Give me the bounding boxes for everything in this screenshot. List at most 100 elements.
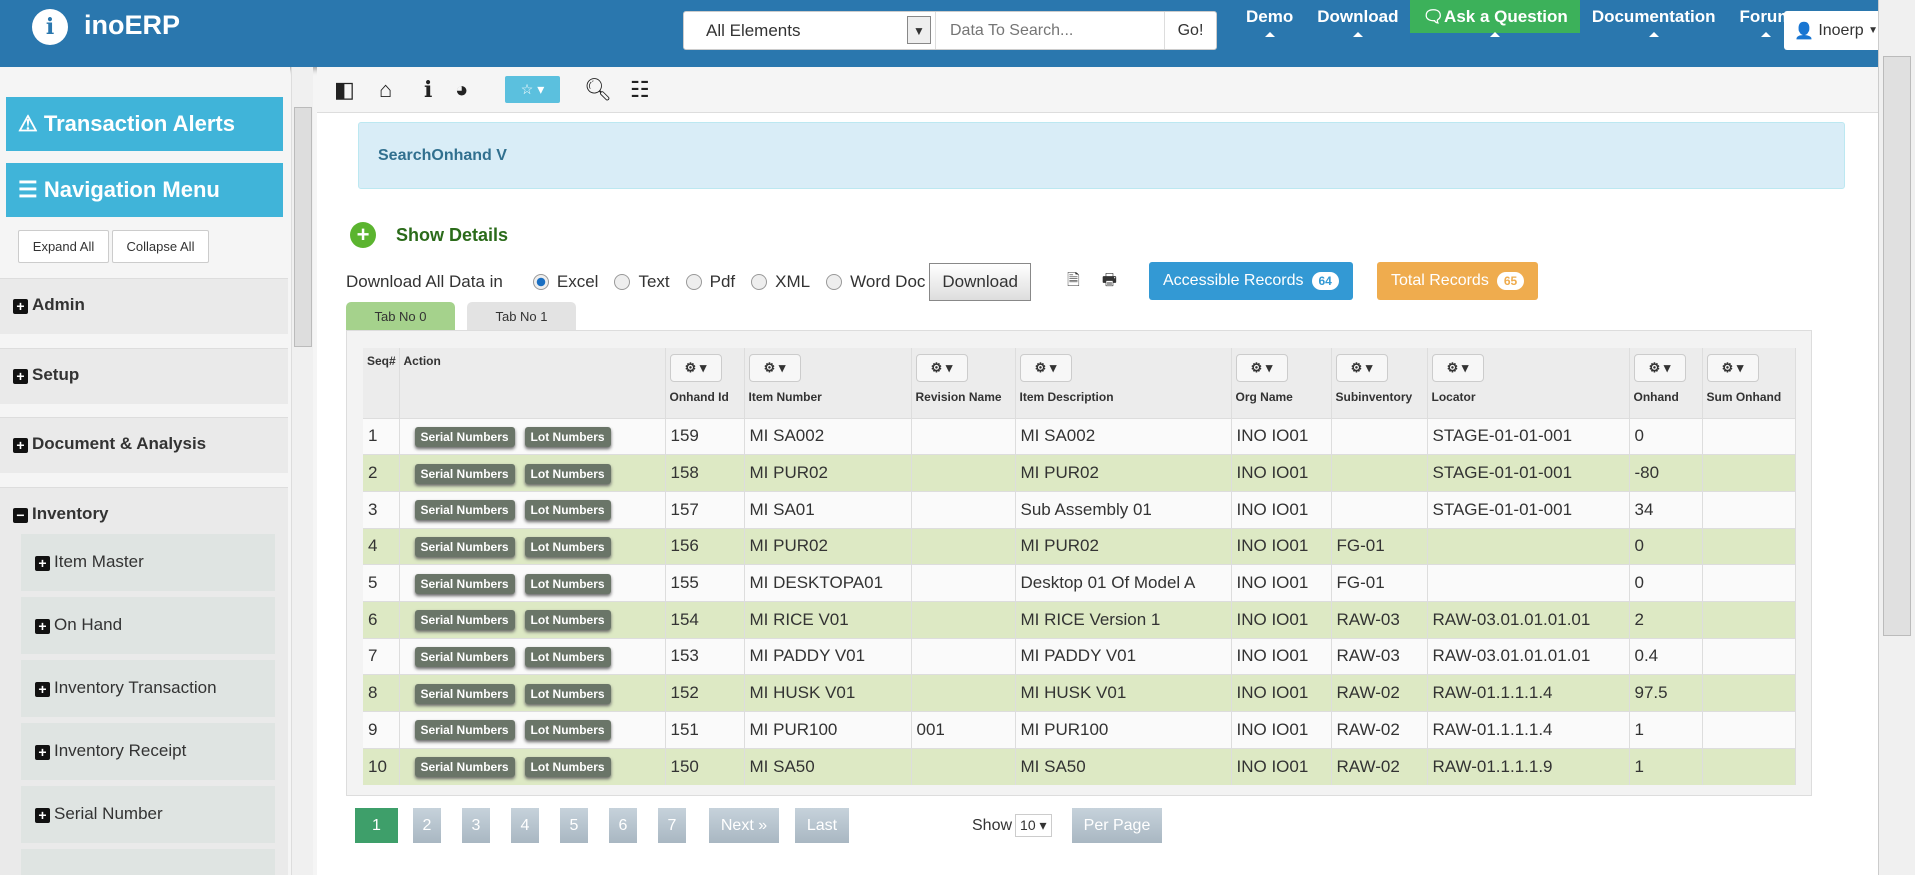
logo-icon[interactable]: i — [32, 9, 68, 45]
collapse-sidebar-icon[interactable]: ◧ — [334, 77, 355, 102]
page-2-button[interactable]: 2 — [413, 808, 441, 843]
print-icon[interactable]: 🖶 — [1101, 271, 1117, 289]
export-excel-icon[interactable]: 🗎 — [1067, 271, 1080, 289]
page-5-button[interactable]: 5 — [560, 808, 588, 843]
radio-xml[interactable] — [751, 274, 768, 290]
radio-text[interactable] — [614, 274, 631, 290]
lot-numbers-button[interactable]: Lot Numbers — [524, 646, 611, 667]
sidebar-item-inventory-receipt[interactable]: + Inventory Receipt — [21, 723, 275, 780]
next-page-button[interactable]: Next » — [709, 808, 779, 843]
favorites-dropdown[interactable]: ☆ ▾ — [505, 76, 560, 103]
collapse-all-button[interactable]: Collapse All — [112, 230, 209, 263]
lot-numbers-button[interactable]: Lot Numbers — [524, 610, 611, 631]
download-button[interactable]: Download — [929, 263, 1032, 301]
radio-excel[interactable] — [532, 274, 549, 290]
page-6-button[interactable]: 6 — [609, 808, 637, 843]
search-icon[interactable]: 🔍︎ — [584, 77, 612, 102]
serial-numbers-button[interactable]: Serial Numbers — [414, 463, 515, 484]
sidebar-scrollbar[interactable] — [291, 67, 313, 875]
expand-all-button[interactable]: Expand All — [18, 230, 109, 263]
lot-numbers-button[interactable]: Lot Numbers — [524, 463, 611, 484]
sidebar-item-inventory-transaction[interactable]: + Inventory Transaction — [21, 660, 275, 717]
tab-no-0[interactable]: Tab No 0 — [346, 302, 455, 330]
table-row[interactable]: 5 Serial Numbers Lot Numbers 155 MI DESKTOPA… — [363, 564, 1796, 602]
serial-numbers-button[interactable]: Serial Numbers — [414, 757, 515, 778]
table-row[interactable]: 3 Serial Numbers Lot Numbers 157 MI SA01 Sub … — [363, 490, 1796, 529]
radio-pdf[interactable] — [685, 274, 702, 290]
sidebar-item-clipped[interactable] — [21, 849, 275, 875]
chevron-down-icon[interactable]: ▼ — [907, 16, 931, 44]
home-icon[interactable]: ⌂ — [379, 77, 393, 102]
sidebar-item-serial-number[interactable]: + Serial Number — [21, 786, 275, 843]
lot-numbers-button[interactable]: Lot Numbers — [524, 720, 611, 741]
lot-numbers-button[interactable]: Lot Numbers — [524, 500, 611, 521]
sidebar-section-admin[interactable]: + Admin — [0, 278, 288, 334]
column-settings-icon[interactable]: ⚙ ▾ — [1706, 354, 1759, 382]
nav-download[interactable]: Download — [1305, 0, 1410, 37]
nav-ask-question[interactable]: 🗨Ask a Question — [1410, 0, 1580, 37]
sidebar-section-document-analysis[interactable]: + Document & Analysis — [0, 417, 288, 473]
scrollbar-thumb[interactable] — [1883, 56, 1911, 636]
info-icon[interactable]: i — [424, 77, 433, 103]
column-settings-icon[interactable]: ⚙ ▾ — [1633, 354, 1686, 382]
tab-no-1[interactable]: Tab No 1 — [467, 302, 576, 330]
lot-numbers-button[interactable]: Lot Numbers — [524, 757, 611, 778]
scrollbar-thumb[interactable] — [294, 107, 312, 347]
serial-numbers-button[interactable]: Serial Numbers — [414, 646, 515, 667]
lot-numbers-button[interactable]: Lot Numbers — [524, 683, 611, 704]
sidebar-item-item-master[interactable]: + Item Master — [21, 534, 275, 591]
dashboard-icon[interactable]: ◕ — [455, 77, 469, 102]
column-settings-icon[interactable]: ⚙ ▾ — [1431, 354, 1484, 382]
serial-numbers-button[interactable]: Serial Numbers — [414, 610, 515, 631]
column-settings-icon[interactable]: ⚙ ▾ — [748, 354, 801, 382]
page-3-button[interactable]: 3 — [462, 808, 490, 843]
search-input[interactable] — [936, 12, 1164, 49]
per-page-select[interactable]: 10 ▾ — [1015, 814, 1052, 837]
total-records-badge[interactable]: Total Records 65 — [1377, 262, 1539, 300]
last-page-button[interactable]: Last — [795, 808, 849, 843]
lot-numbers-button[interactable]: Lot Numbers — [524, 536, 611, 557]
list-icon[interactable]: ☷ — [630, 77, 650, 102]
table-row[interactable]: 2 Serial Numbers Lot Numbers 158 MI PUR02 MI … — [363, 454, 1796, 492]
page-7-button[interactable]: 7 — [658, 808, 686, 843]
page-4-button[interactable]: 4 — [511, 808, 539, 843]
table-row[interactable]: 8 Serial Numbers Lot Numbers 152 MI HUSK V01… — [363, 674, 1796, 712]
serial-numbers-button[interactable]: Serial Numbers — [414, 536, 515, 557]
accessible-records-badge[interactable]: Accessible Records 64 — [1149, 262, 1353, 300]
serial-numbers-button[interactable]: Serial Numbers — [414, 720, 515, 741]
show-details-toggle[interactable]: + Show Details — [350, 222, 508, 248]
column-settings-icon[interactable]: ⚙ ▾ — [915, 354, 968, 382]
sidebar-section-setup[interactable]: + Setup — [0, 348, 288, 404]
sidebar-item-on-hand[interactable]: + On Hand — [21, 597, 275, 654]
table-row[interactable]: 10 Serial Numbers Lot Numbers 150 MI SA50 MI … — [363, 747, 1796, 785]
table-row[interactable]: 4 Serial Numbers Lot Numbers 156 MI PUR02 MI … — [363, 527, 1796, 565]
serial-numbers-button[interactable]: Serial Numbers — [414, 683, 515, 704]
per-page-button[interactable]: Per Page — [1072, 808, 1162, 843]
user-menu[interactable]: 👤 Inoerp ▼ — [1784, 11, 1888, 50]
table-row[interactable]: 6 Serial Numbers Lot Numbers 154 MI RICE V01… — [363, 600, 1796, 639]
page-scrollbar[interactable] — [1878, 0, 1915, 875]
nav-forum[interactable]: Forum — [1728, 0, 1805, 37]
table-row[interactable]: 1 Serial Numbers Lot Numbers 159 MI SA002 MI … — [363, 417, 1796, 455]
brand-name[interactable]: inoERP — [84, 10, 181, 40]
column-settings-icon[interactable]: ⚙ ▾ — [1235, 354, 1288, 382]
page-1-button[interactable]: 1 — [355, 808, 398, 843]
radio-word-doc[interactable] — [826, 274, 843, 290]
transaction-alerts-button[interactable]: ⚠ Transaction Alerts — [6, 97, 283, 151]
table-row[interactable]: 9 Serial Numbers Lot Numbers 151 MI PUR100 00… — [363, 711, 1796, 749]
serial-numbers-button[interactable]: Serial Numbers — [414, 426, 515, 447]
go-button[interactable]: Go! — [1164, 12, 1216, 49]
nav-documentation[interactable]: Documentation — [1580, 0, 1728, 37]
table-cell: STAGE-01-01-001 — [1427, 417, 1630, 455]
serial-numbers-button[interactable]: Serial Numbers — [414, 573, 515, 594]
lot-numbers-button[interactable]: Lot Numbers — [524, 426, 611, 447]
serial-numbers-button[interactable]: Serial Numbers — [414, 500, 515, 521]
navigation-menu-button[interactable]: ☰ Navigation Menu — [6, 163, 283, 217]
table-row[interactable]: 7 Serial Numbers Lot Numbers 153 MI PADDY V0… — [363, 637, 1796, 675]
column-settings-icon[interactable]: ⚙ ▾ — [1335, 354, 1388, 382]
nav-demo[interactable]: Demo — [1234, 0, 1305, 37]
column-settings-icon[interactable]: ⚙ ▾ — [669, 354, 722, 382]
search-scope-select[interactable]: All Elements ▼ — [684, 12, 936, 49]
column-settings-icon[interactable]: ⚙ ▾ — [1019, 354, 1072, 382]
lot-numbers-button[interactable]: Lot Numbers — [524, 573, 611, 594]
